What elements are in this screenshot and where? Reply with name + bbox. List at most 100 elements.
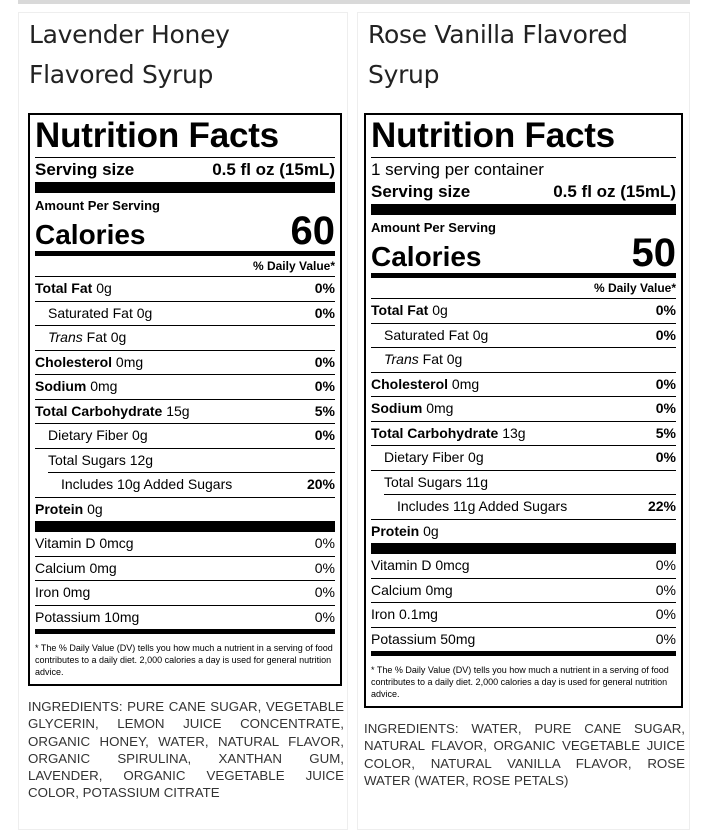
nutrient-amount: 0g: [136, 304, 153, 321]
nutrient-row: Sodium 0mg 0%: [35, 374, 335, 399]
daily-value-header: % Daily Value*: [252, 259, 335, 273]
nutrient-name: Fat: [422, 351, 443, 367]
nutrient-name-group: Saturated Fat 0g: [384, 324, 488, 348]
nutrient-amount: 0g: [423, 522, 439, 539]
nutrient-daily-value: 22%: [647, 498, 676, 514]
nutrient-name: Includes 10g Added Sugars: [61, 476, 233, 492]
nutrient-daily-value: 0%: [655, 302, 676, 318]
vitamin-amount: 0mcg: [99, 535, 134, 551]
serving-size-label: Serving size: [35, 160, 135, 179]
vitamin-name-group: Calcium 0mg: [371, 579, 453, 603]
nutrient-row: Trans Fat 0g: [371, 347, 676, 372]
vitamin-row: Vitamin D 0mcg 0%: [35, 532, 335, 556]
nutrient-daily-value: 20%: [306, 476, 335, 492]
nutrient-amount: 0g: [110, 329, 127, 345]
nutrient-row: Total Sugars 12g: [35, 447, 335, 473]
nutrition-label: Nutrition Facts 1 serving per container Se…: [364, 113, 683, 708]
nutrient-name: Protein: [371, 522, 420, 539]
vitamin-row: Calcium 0mg 0%: [35, 555, 335, 581]
nutrient-name-group: Trans Fat 0g: [384, 348, 462, 372]
serving-size-value: 0.5 fl oz (15mL): [212, 160, 335, 179]
nutrient-daily-value: 0%: [314, 304, 335, 321]
nutrient-name: Saturated Fat: [384, 326, 469, 343]
product-card: Rose Vanilla Flavored Syrup Nutrition Fac…: [357, 12, 690, 830]
vitamin-daily-value: 0%: [314, 559, 335, 576]
nutrient-daily-value: 0%: [314, 353, 335, 370]
nutrient-name: Saturated Fat: [48, 304, 133, 321]
vitamin-amount: 0mg: [89, 559, 117, 576]
nutrient-row: Cholesterol 0mg 0%: [371, 371, 676, 397]
vitamin-row: Iron 0.1mg 0%: [371, 602, 676, 627]
nutrient-name: Sodium: [371, 400, 423, 416]
nutrient-daily-value: 0%: [655, 375, 676, 392]
amount-per-serving: Amount Per Serving: [35, 198, 160, 213]
vitamin-name: Vitamin D: [35, 535, 96, 551]
nutrient-name: Total Carbohydrate: [371, 424, 499, 441]
calories-label: Calories: [35, 219, 146, 250]
vitamin-row: Potassium 50mg 0%: [371, 626, 676, 652]
nutrient-daily-value: 0%: [314, 378, 335, 394]
vitamin-name: Potassium: [371, 630, 437, 647]
medium-rule: [35, 251, 335, 256]
nutrient-name: Total Sugars: [384, 473, 462, 490]
nutrient-name-group: Includes 11g Added Sugars: [397, 495, 567, 519]
nutrient-row: Trans Fat 0g: [35, 325, 335, 350]
vitamin-name: Iron: [371, 606, 396, 622]
nutrient-amount: 0g: [432, 302, 448, 318]
nutrient-name-group: Total Carbohydrate 15g: [35, 400, 190, 424]
nutrition-label: Nutrition Facts Serving size 0.5 fl oz (15…: [28, 113, 342, 686]
calories-value: 50: [631, 231, 677, 275]
vitamin-amount: 10mg: [104, 608, 140, 625]
nutrient-row: Total Sugars 11g: [371, 469, 676, 495]
thick-rule: [35, 182, 335, 193]
nutrient-name-group: Dietary Fiber 0g: [384, 446, 484, 470]
nutrient-row: Dietary Fiber 0g 0%: [35, 423, 335, 448]
nutrient-row: Includes 10g Added Sugars 20%: [48, 472, 335, 497]
nutrient-prefix: Trans: [48, 329, 83, 345]
vitamin-daily-value: 0%: [655, 606, 676, 622]
nutrient-amount: 0g: [468, 449, 484, 465]
nutrient-name-group: Total Fat 0g: [35, 277, 112, 301]
vitamin-daily-value: 0%: [655, 557, 676, 573]
vitamin-daily-value: 0%: [314, 608, 335, 625]
nutrient-name-group: Sodium 0mg: [35, 375, 117, 399]
vitamin-name: Vitamin D: [371, 557, 432, 573]
nutrient-name-group: Sodium 0mg: [371, 397, 453, 421]
nutrient-amount: 15g: [166, 402, 190, 419]
calories-value: 60: [290, 209, 336, 253]
nutrient-daily-value: 0%: [314, 427, 335, 443]
product-title: Lavender Honey Flavored Syrup: [29, 20, 230, 89]
nutrient-amount: 12g: [129, 451, 154, 468]
nutrient-name: Protein: [35, 500, 84, 517]
calories-label: Calories: [371, 241, 482, 272]
nutrient-name: Dietary Fiber: [384, 449, 465, 465]
nutrient-row: Protein 0g: [371, 518, 676, 544]
vitamin-amount: 50mg: [440, 630, 476, 647]
nutrient-name: Total Fat: [35, 280, 93, 296]
nutrient-name: Cholesterol: [371, 375, 449, 392]
nutrient-name: Fat: [86, 329, 107, 345]
calories-row: Calories 60: [35, 209, 336, 253]
vitamin-daily-value: 0%: [655, 630, 676, 647]
nutrient-name: Total Fat: [371, 302, 429, 318]
vitamin-row: Vitamin D 0mcg 0%: [371, 554, 676, 578]
nutrient-row: Saturated Fat 0g 0%: [371, 322, 676, 348]
product-card: Lavender Honey Flavored Syrup Nutrition F…: [18, 12, 348, 830]
nutrient-daily-value: 0%: [655, 449, 676, 465]
footnote: * The % Daily Value (DV) tells you how m…: [35, 643, 333, 677]
nutrient-amount: 11g: [465, 473, 489, 490]
nutrient-name-group: Cholesterol 0mg: [371, 373, 479, 397]
vitamin-daily-value: 0%: [314, 584, 335, 600]
nutrient-amount: 0g: [132, 427, 148, 443]
label-heading: Nutrition Facts: [35, 115, 335, 158]
vitamin-amount: 0mg: [63, 584, 91, 600]
daily-value-header: % Daily Value*: [593, 281, 676, 295]
vitamin-daily-value: 0%: [314, 535, 335, 551]
nutrient-amount: 0mg: [90, 378, 118, 394]
nutrient-amount: 13g: [502, 424, 526, 441]
serving-size-label: Serving size: [371, 182, 471, 201]
vitamin-row: Calcium 0mg 0%: [371, 577, 676, 603]
nutrient-name: Dietary Fiber: [48, 427, 129, 443]
nutrient-name-group: Total Carbohydrate 13g: [371, 422, 526, 446]
